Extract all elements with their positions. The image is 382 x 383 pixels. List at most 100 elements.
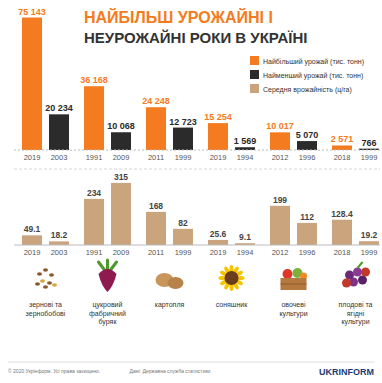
bar (208, 123, 228, 150)
data-label: 82 (178, 218, 188, 228)
data-label: 5 070 (296, 130, 319, 140)
bar (84, 86, 104, 150)
berry (353, 268, 362, 277)
bar (49, 114, 69, 150)
data-label: 75 143 (18, 7, 46, 17)
legend-label: Середня врожайність (ц/га) (263, 86, 352, 94)
data-label: 199 (273, 195, 287, 205)
crop-icon (219, 265, 245, 291)
beet (99, 269, 117, 292)
tick-label: 1994 (237, 248, 254, 257)
crop-label-line: плодові та (339, 301, 373, 309)
crop-label-line: зернові та (29, 301, 62, 309)
crop-label: цукровийфабричнийбуряк (89, 301, 126, 326)
tick-label: 2003 (51, 248, 68, 257)
bar (332, 145, 352, 150)
data-label: 112 (300, 212, 314, 222)
tick-label: 1994 (237, 153, 254, 162)
bar (297, 141, 317, 150)
legend-label: Найменший урожай (тис. тонн) (263, 72, 363, 80)
crop-label-line: культури (341, 318, 369, 326)
data-label: 1 569 (234, 136, 257, 146)
data-label: 315 (114, 172, 128, 182)
bar (146, 212, 166, 245)
crop-label: картопля (155, 301, 185, 309)
berry (358, 276, 367, 285)
tick-label: 2019 (24, 248, 41, 257)
data-label: 234 (87, 188, 101, 198)
tick-label: 2011 (148, 248, 164, 257)
bar (111, 132, 131, 150)
footer-rule (8, 362, 374, 363)
crop-label-line: ягідні (347, 310, 365, 318)
tick-label: 1996 (299, 248, 316, 257)
data-label: 15 254 (204, 112, 232, 122)
bar (208, 240, 228, 245)
crate-slat (281, 284, 307, 285)
crop-icon (342, 262, 370, 288)
data-label: 19.2 (361, 230, 378, 240)
crate (281, 278, 307, 290)
tick-label: 2018 (334, 248, 351, 257)
tick-label: 1991 (86, 248, 103, 257)
copyright: © 2020 Укрінформ. Усі права захищено. (8, 368, 100, 374)
tick-label: 2011 (148, 153, 164, 162)
bar (49, 241, 69, 245)
crop-label-line: картопля (155, 301, 185, 309)
tick-label: 2009 (113, 248, 130, 257)
title: НЕУРОЖАЙНІ РОКИ В УКРАЇНІ (84, 29, 308, 46)
crop-icon (156, 273, 184, 289)
tick-label: 2018 (334, 153, 351, 162)
legend-swatch (250, 70, 259, 79)
logo: UKRINFORM (319, 367, 374, 377)
berry (342, 279, 351, 288)
crop-icon (281, 268, 308, 290)
bars (22, 18, 379, 150)
legend-swatch (250, 84, 259, 93)
data-label: 766 (361, 138, 376, 148)
tick-label: 2019 (24, 153, 41, 162)
data-label: 24 248 (142, 96, 170, 106)
tick-label: 2009 (113, 153, 130, 162)
grain (43, 268, 48, 272)
source: Дані: Державна служба статистики (130, 368, 211, 374)
tick-label: 1999 (361, 153, 378, 162)
crop-icon (35, 268, 57, 289)
background (0, 0, 382, 383)
grain (52, 283, 57, 287)
infographic: НАЙБІЛЬШ УРОЖАЙНІ ІНЕУРОЖАЙНІ РОКИ В УКР… (0, 0, 382, 383)
tick-label: 1999 (175, 153, 192, 162)
data-label: 2 571 (331, 134, 354, 144)
crop-label-line: соняшник (216, 301, 249, 308)
crop-label: овочевікультури (279, 301, 307, 318)
bar (111, 183, 131, 245)
tick-label: 2019 (210, 248, 227, 257)
data-label: 36 168 (80, 75, 108, 85)
tick-label: 1999 (361, 248, 378, 257)
bar (173, 128, 193, 150)
crop-label-line: цукровий (93, 301, 123, 309)
baseline (14, 245, 380, 246)
crop-label: соняшник (216, 301, 249, 308)
grain (47, 281, 52, 285)
baseline (14, 150, 380, 151)
data-label: 128.4 (331, 209, 353, 219)
tick-label: 2019 (210, 153, 227, 162)
grain (43, 285, 48, 289)
tick-label: 2012 (272, 248, 289, 257)
data-label: 10 017 (266, 121, 294, 131)
crop-label-line: буряк (99, 318, 118, 326)
bar (270, 206, 290, 245)
crop-label-line: зернобобові (26, 310, 66, 318)
legend-label: Найбільший урожай (тис. тонн) (263, 58, 364, 66)
bar (332, 220, 352, 245)
leaves (99, 260, 117, 270)
crop-label-line: культури (279, 310, 307, 318)
data-label: 168 (149, 201, 163, 211)
bar (22, 235, 42, 245)
bar (84, 199, 104, 245)
stem (358, 262, 363, 268)
crop-label-line: фабричний (89, 310, 126, 318)
bar (270, 132, 290, 150)
sunflower-center (225, 271, 239, 285)
